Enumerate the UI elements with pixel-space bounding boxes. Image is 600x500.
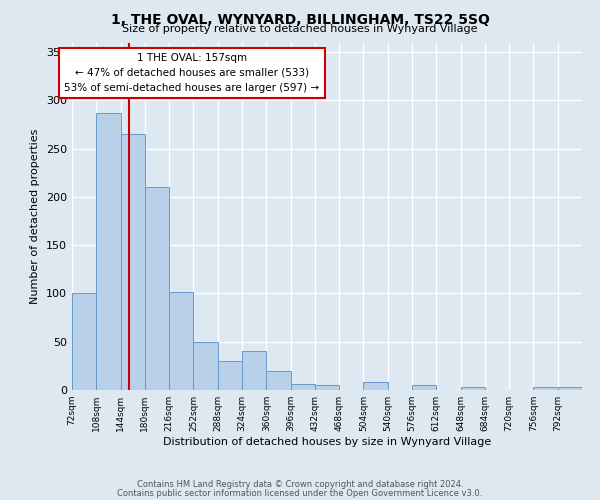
Text: 1 THE OVAL: 157sqm
← 47% of detached houses are smaller (533)
53% of semi-detach: 1 THE OVAL: 157sqm ← 47% of detached hou… (64, 53, 319, 92)
Bar (121, 134, 145, 390)
Text: Contains public sector information licensed under the Open Government Licence v3: Contains public sector information licen… (118, 489, 482, 498)
Text: Contains HM Land Registry data © Crown copyright and database right 2024.: Contains HM Land Registry data © Crown c… (137, 480, 463, 489)
Bar (412, 385, 436, 390)
Y-axis label: Number of detached properties: Number of detached properties (31, 128, 40, 304)
Text: Size of property relative to detached houses in Wynyard Village: Size of property relative to detached ho… (122, 24, 478, 34)
Bar (218, 361, 242, 390)
Bar (290, 384, 315, 390)
Bar (169, 292, 193, 390)
Bar (364, 382, 388, 390)
Bar (315, 385, 339, 390)
Bar (96, 113, 121, 390)
Bar (461, 387, 485, 390)
Bar (242, 352, 266, 390)
Bar (266, 370, 290, 390)
Bar (558, 387, 582, 390)
Bar (193, 342, 218, 390)
Text: 1, THE OVAL, WYNYARD, BILLINGHAM, TS22 5SQ: 1, THE OVAL, WYNYARD, BILLINGHAM, TS22 5… (110, 12, 490, 26)
Bar (533, 387, 558, 390)
Bar (145, 188, 169, 390)
Bar (72, 294, 96, 390)
X-axis label: Distribution of detached houses by size in Wynyard Village: Distribution of detached houses by size … (163, 437, 491, 447)
